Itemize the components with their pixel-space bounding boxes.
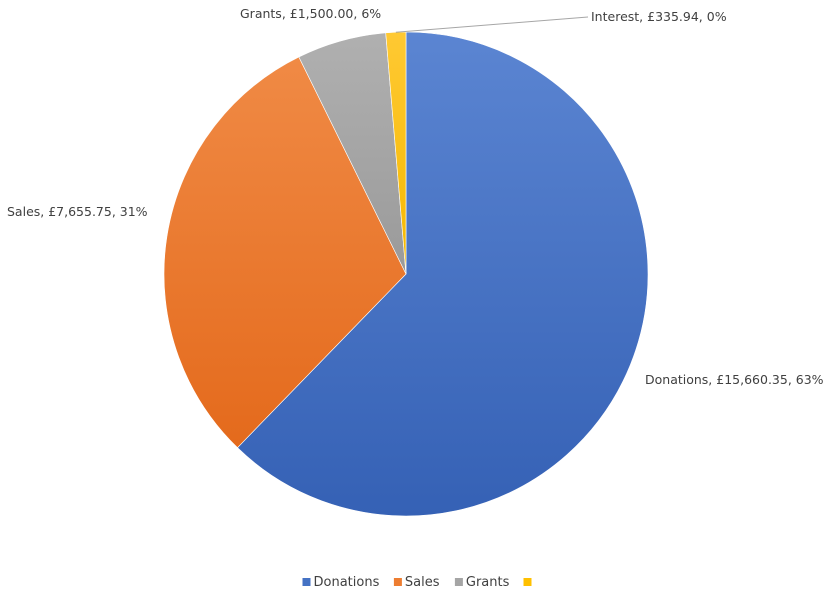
data-label-grants: Grants, £1,500.00, 6% xyxy=(240,6,381,21)
data-label-donations: Donations, £15,660.35, 63% xyxy=(645,372,824,387)
leader-line-interest xyxy=(395,16,589,33)
legend-label-sales: Sales xyxy=(405,575,440,590)
legend-swatch-sales xyxy=(393,578,402,586)
legend-swatch-donations xyxy=(302,578,311,586)
pie-slice-sales xyxy=(163,56,407,449)
legend-label-grants: Grants xyxy=(466,575,510,590)
pie-slice-interest xyxy=(385,31,407,275)
pie-slice-donations xyxy=(237,31,649,517)
legend-swatch-grants xyxy=(454,578,463,586)
data-label-interest: Interest, £335.94, 0% xyxy=(591,9,727,24)
legend-swatch-interest xyxy=(523,578,532,586)
data-label-sales: Sales, £7,655.75, 31% xyxy=(7,204,148,219)
legend-label-donations: Donations xyxy=(314,575,380,590)
